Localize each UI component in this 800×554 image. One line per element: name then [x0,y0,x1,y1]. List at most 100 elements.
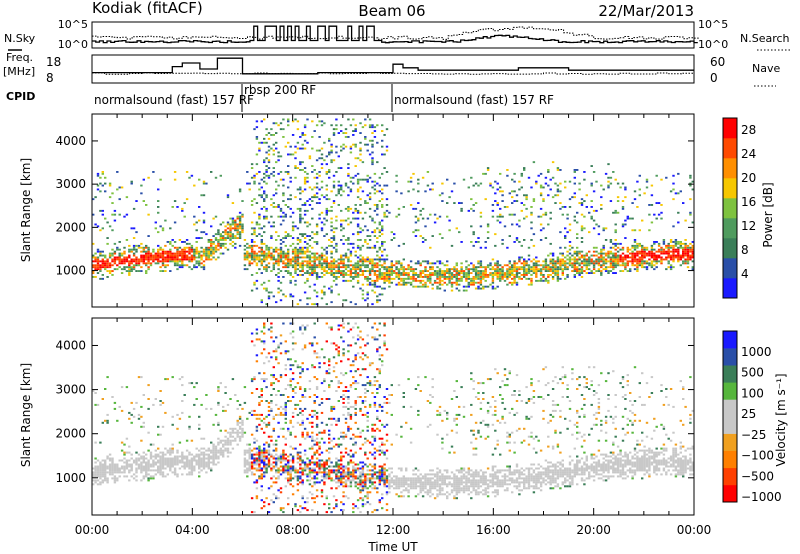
data-cell [597,262,601,265]
data-cell [147,467,150,470]
data-cell [267,328,271,331]
data-cell [202,463,206,466]
data-cell [580,260,584,263]
data-cell [263,326,266,329]
data-cell [181,461,184,464]
data-cell [455,274,458,276]
data-cell [301,413,304,416]
data-cell [140,425,143,428]
data-cell [284,413,287,416]
data-cell [279,260,283,263]
data-cell [508,276,511,278]
data-cell [169,250,172,253]
data-cell [590,260,593,263]
data-cell [205,394,208,396]
data-cell [96,264,100,267]
data-cell [667,252,670,255]
data-cell [313,413,316,416]
data-cell [364,118,367,121]
data-cell [669,258,673,261]
data-cell [303,473,307,476]
data-cell [270,400,273,402]
data-cell [330,250,333,253]
data-cell [287,120,290,123]
data-cell [544,270,548,272]
data-cell [474,272,478,274]
data-cell [388,281,391,284]
data-cell [650,244,654,247]
data-cell [554,202,557,204]
data-cell [354,274,357,276]
data-cell [354,217,357,220]
data-cell [520,244,523,247]
data-cell [169,252,172,255]
data-cell [238,217,242,220]
data-cell [448,272,451,274]
data-cell [650,221,654,224]
data-cell [231,431,235,434]
data-cell [368,139,372,142]
data-cell [325,188,328,191]
data-cell [258,467,261,470]
data-cell [212,459,215,462]
data-cell [132,248,136,251]
data-cell [265,441,268,444]
data-cell [465,277,468,280]
data-cell [344,182,348,185]
data-cell [325,262,328,265]
data-cell [352,266,355,269]
data-cell [238,227,242,230]
data-cell [323,274,326,276]
data-cell [585,264,588,267]
data-cell [195,398,198,400]
data-cell [318,264,321,267]
data-cell [669,256,673,259]
data-cell [477,287,480,290]
data-cell [313,451,316,454]
data-cell [438,194,442,197]
data-cell [241,200,244,202]
data-cell [578,262,581,265]
data-cell [554,272,557,274]
data-cell [279,128,283,131]
data-cell [140,471,143,474]
data-cell [291,266,295,269]
data-cell [104,473,107,476]
data-cell [335,145,338,148]
data-cell [299,248,302,251]
data-cell [549,268,552,271]
data-cell [241,225,244,228]
data-cell [537,260,540,263]
data-cell [108,453,112,456]
data-cell [301,233,304,236]
data-cell [226,403,230,406]
data-cell [190,246,194,249]
data-cell [313,303,316,306]
data-cell [636,264,639,267]
data-cell [332,200,336,202]
data-cell [682,248,685,251]
data-cell [263,161,266,164]
data-cell [527,277,531,280]
data-cell [287,427,290,430]
data-cell [128,417,131,420]
data-cell [340,272,343,274]
data-cell [636,252,639,255]
data-cell [561,274,564,276]
data-cell [279,270,283,272]
data-cell [236,429,239,432]
colorbar-swatch [723,138,737,159]
data-cell [383,277,386,280]
data-cell [347,209,350,212]
data-cell [467,283,470,286]
data-cell [614,272,617,274]
data-cell [511,268,514,271]
data-cell [176,256,179,259]
data-cell [294,254,297,257]
data-cell [674,248,678,251]
data-cell [371,270,374,272]
data-cell [296,274,300,276]
data-cell [212,445,215,448]
data-cell [176,463,179,466]
data-cell [677,248,680,251]
